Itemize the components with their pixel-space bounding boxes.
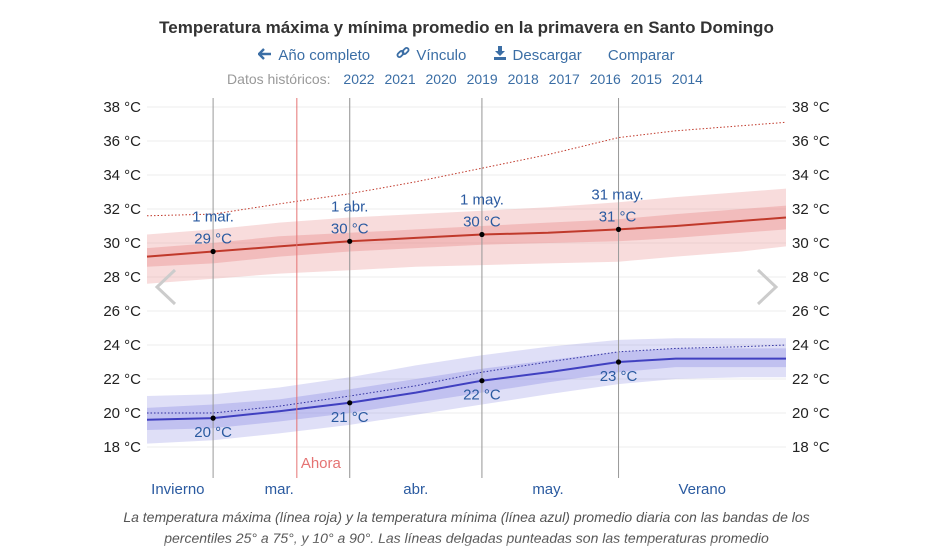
y-tick-label-left: 38 °C xyxy=(103,99,141,116)
y-tick-label-right: 26 °C xyxy=(792,303,830,320)
chevron-right-icon[interactable] xyxy=(756,268,779,306)
toolbar: Año completo Vínculo Descargar Comparar xyxy=(0,46,933,64)
y-tick-label-left: 20 °C xyxy=(103,405,141,422)
annotation-date-label: 1 abr. xyxy=(331,198,369,215)
annotation-value-label: 21 °C xyxy=(331,409,369,426)
annotation-dot xyxy=(210,248,216,255)
annotation-date-label: 31 may. xyxy=(591,186,643,203)
y-tick-label-right: 18 °C xyxy=(792,439,830,456)
year-link-2018[interactable]: 2018 xyxy=(507,71,539,87)
year-link-2021[interactable]: 2021 xyxy=(384,71,416,87)
year-link-2015[interactable]: 2015 xyxy=(630,71,662,87)
year-link-2019[interactable]: 2019 xyxy=(466,71,498,87)
annotation-date-label: 1 may. xyxy=(460,192,504,209)
year-link-2022[interactable]: 2022 xyxy=(343,71,375,87)
min-band-10-90 xyxy=(147,338,786,444)
annotation-dot xyxy=(479,231,485,238)
download-label: Descargar xyxy=(512,47,582,64)
y-tick-label-left: 32 °C xyxy=(103,201,141,218)
y-tick-label-right: 24 °C xyxy=(792,337,830,354)
annotation-dot xyxy=(347,400,353,406)
x-axis-label: abr. xyxy=(403,481,428,498)
y-tick-label-right: 20 °C xyxy=(792,405,830,422)
year-link-2016[interactable]: 2016 xyxy=(589,71,621,87)
arrow-left-icon xyxy=(257,47,272,64)
link-button[interactable]: Vínculo xyxy=(396,46,466,64)
y-tick-label-left: 26 °C xyxy=(103,303,141,320)
annotation-value-label: 22 °C xyxy=(463,387,501,404)
x-axis-label: mar. xyxy=(265,481,294,498)
y-tick-label-right: 28 °C xyxy=(792,269,830,286)
annotation-dot xyxy=(210,415,216,421)
year-link-2017[interactable]: 2017 xyxy=(548,71,580,87)
download-icon xyxy=(493,46,507,64)
x-axis-label: Verano xyxy=(678,481,726,498)
chart-title: Temperatura máxima y mínima promedio en … xyxy=(159,18,774,37)
y-tick-label-left: 30 °C xyxy=(103,235,141,252)
annotation-dot xyxy=(615,226,622,232)
y-tick-label-left: 36 °C xyxy=(103,133,141,150)
annotation-value-label: 30 °C xyxy=(331,220,369,237)
y-tick-label-right: 36 °C xyxy=(792,133,830,150)
annotation-date-label: 1 mar. xyxy=(192,209,234,226)
x-axis-label: Invierno xyxy=(151,481,204,498)
y-tick-label-right: 32 °C xyxy=(792,201,830,218)
y-tick-label-left: 28 °C xyxy=(103,269,141,286)
annotation-dot xyxy=(347,238,353,244)
y-tick-label-left: 18 °C xyxy=(103,439,141,456)
today-label: Ahora xyxy=(301,455,342,472)
annotation-dot xyxy=(479,378,485,384)
x-axis-label: may. xyxy=(532,481,563,498)
y-tick-label-right: 34 °C xyxy=(792,167,830,184)
min-band-25-75 xyxy=(147,348,786,430)
compare-label: Comparar xyxy=(607,47,675,64)
download-button[interactable]: Descargar xyxy=(493,46,582,64)
compare-button[interactable]: Comparar xyxy=(608,47,675,64)
link-icon xyxy=(396,46,410,64)
chevron-left-icon[interactable] xyxy=(154,268,177,306)
y-tick-label-right: 22 °C xyxy=(792,371,830,388)
year-link-2014[interactable]: 2014 xyxy=(671,71,703,87)
y-tick-label-left: 34 °C xyxy=(103,167,141,184)
y-tick-label-left: 22 °C xyxy=(103,371,141,388)
annotation-value-label: 31 °C xyxy=(599,208,637,225)
full-year-link[interactable]: Año completo xyxy=(257,47,371,64)
annotation-value-label: 29 °C xyxy=(194,231,232,248)
historical-data-label: Datos históricos: xyxy=(227,71,331,87)
y-tick-label-right: 38 °C xyxy=(792,99,830,116)
historical-data-bar: Datos históricos: 2022 2021 2020 2019 20… xyxy=(0,71,933,87)
full-year-label: Año completo xyxy=(278,47,371,64)
year-link-2020[interactable]: 2020 xyxy=(425,71,457,87)
annotation-value-label: 23 °C xyxy=(600,368,638,385)
y-tick-label-left: 24 °C xyxy=(103,337,141,354)
annotation-value-label: 30 °C xyxy=(463,214,501,231)
annotation-dot xyxy=(615,359,622,365)
caption-fade xyxy=(0,540,933,556)
y-tick-label-right: 30 °C xyxy=(792,235,830,252)
link-label: Vínculo xyxy=(416,47,467,64)
annotation-value-label: 20 °C xyxy=(194,424,232,441)
